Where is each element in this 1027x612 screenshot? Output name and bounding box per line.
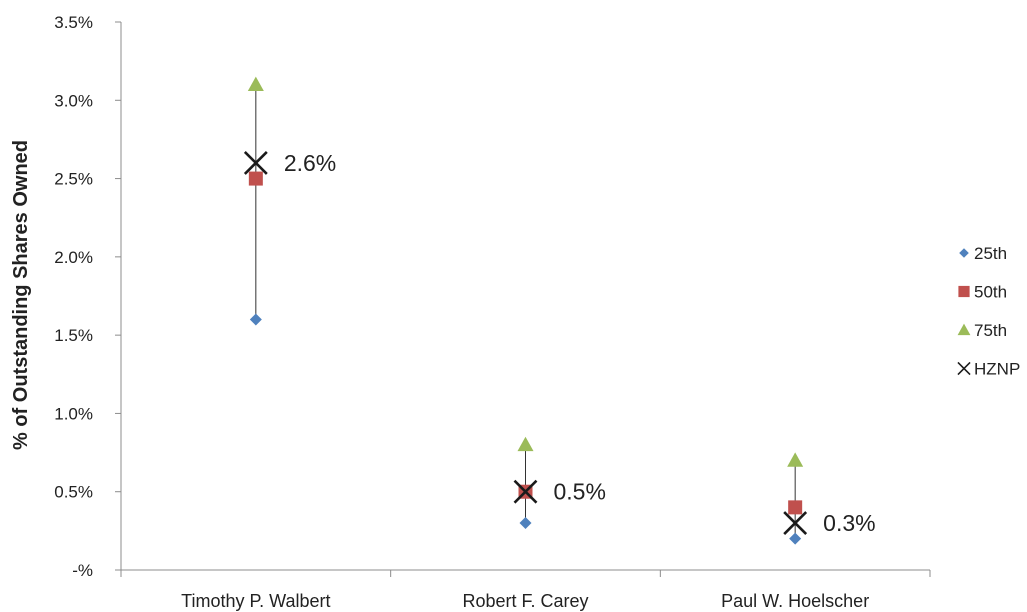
y-axis-title: % of Outstanding Shares Owned <box>10 140 32 450</box>
point-50th <box>788 500 803 515</box>
point-25th <box>789 532 802 545</box>
point-50th <box>248 171 263 186</box>
legend-marker <box>957 361 971 376</box>
y-tick-label: 0.5% <box>54 483 93 502</box>
legend-marker <box>959 248 969 258</box>
legend-label: HZNP <box>974 360 1020 379</box>
x-tick-label: Paul W. Hoelscher <box>721 591 869 611</box>
legend-label: 25th <box>974 244 1007 263</box>
axes: -% 0.5% 1.0% 1.5% 2.0% 2.5% 3.0% 3.5% Timothy P.… <box>54 13 931 611</box>
legend-marker <box>957 323 971 336</box>
y-tick-label: 2.5% <box>54 170 93 189</box>
data-label: 0.3% <box>823 510 875 536</box>
legend-label: 75th <box>974 321 1007 340</box>
y-tick-label: 3.5% <box>54 13 93 32</box>
point-hznp <box>783 511 808 535</box>
y-tick-label: 3.0% <box>54 91 93 110</box>
y-tick-label: 1.5% <box>54 326 93 345</box>
x-tick-label: Timothy P. Walbert <box>181 591 330 611</box>
point-25th <box>519 517 532 530</box>
x-stroke <box>957 361 971 376</box>
point-25th <box>249 313 262 326</box>
x-tick-label: Robert F. Carey <box>462 591 588 611</box>
point-75th <box>787 452 804 467</box>
legend-marker <box>958 285 970 298</box>
data-marks <box>243 76 808 545</box>
y-tick-label: 2.0% <box>54 248 93 267</box>
data-label: 2.6% <box>284 150 336 176</box>
point-hznp <box>513 479 538 504</box>
x-stroke <box>243 150 268 175</box>
data-label: 0.5% <box>554 479 606 505</box>
range-whiskers <box>255 84 796 539</box>
x-stroke <box>513 479 538 504</box>
x-stroke <box>783 511 808 535</box>
data-labels: 2.6% 0.5% 0.3% <box>284 150 876 536</box>
legend-label: 50th <box>974 283 1007 302</box>
y-tick-label: -% <box>72 561 93 580</box>
point-hznp <box>243 150 268 175</box>
y-tick-label: 1.0% <box>54 404 93 423</box>
point-75th <box>517 436 534 452</box>
legend: 25th 50th 75th HZNP <box>957 244 1020 379</box>
point-75th <box>247 76 264 92</box>
